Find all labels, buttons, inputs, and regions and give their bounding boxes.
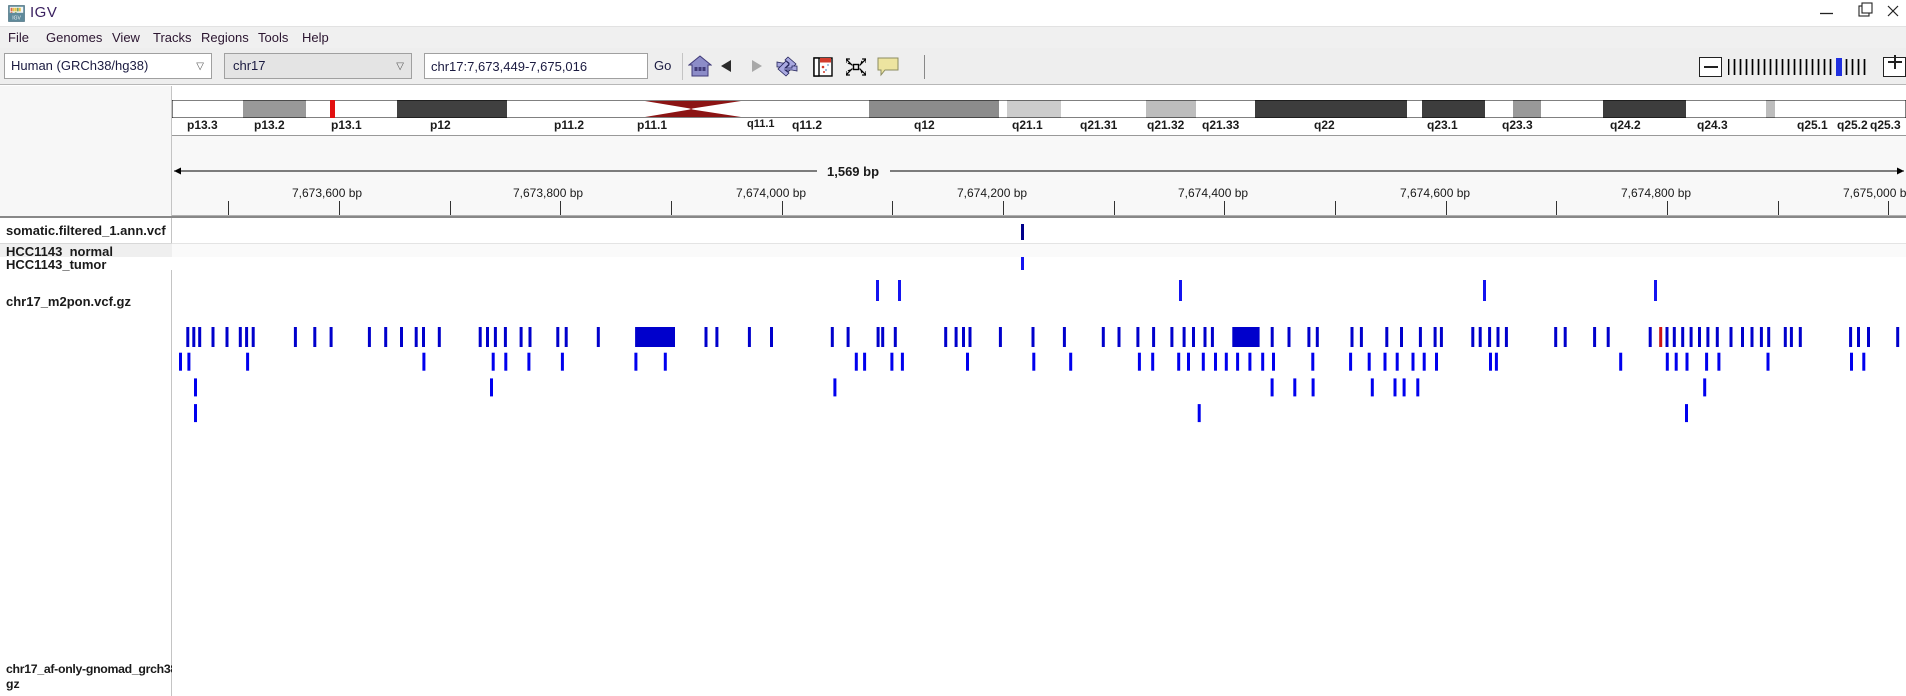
svg-text:IGV: IGV — [12, 15, 21, 21]
